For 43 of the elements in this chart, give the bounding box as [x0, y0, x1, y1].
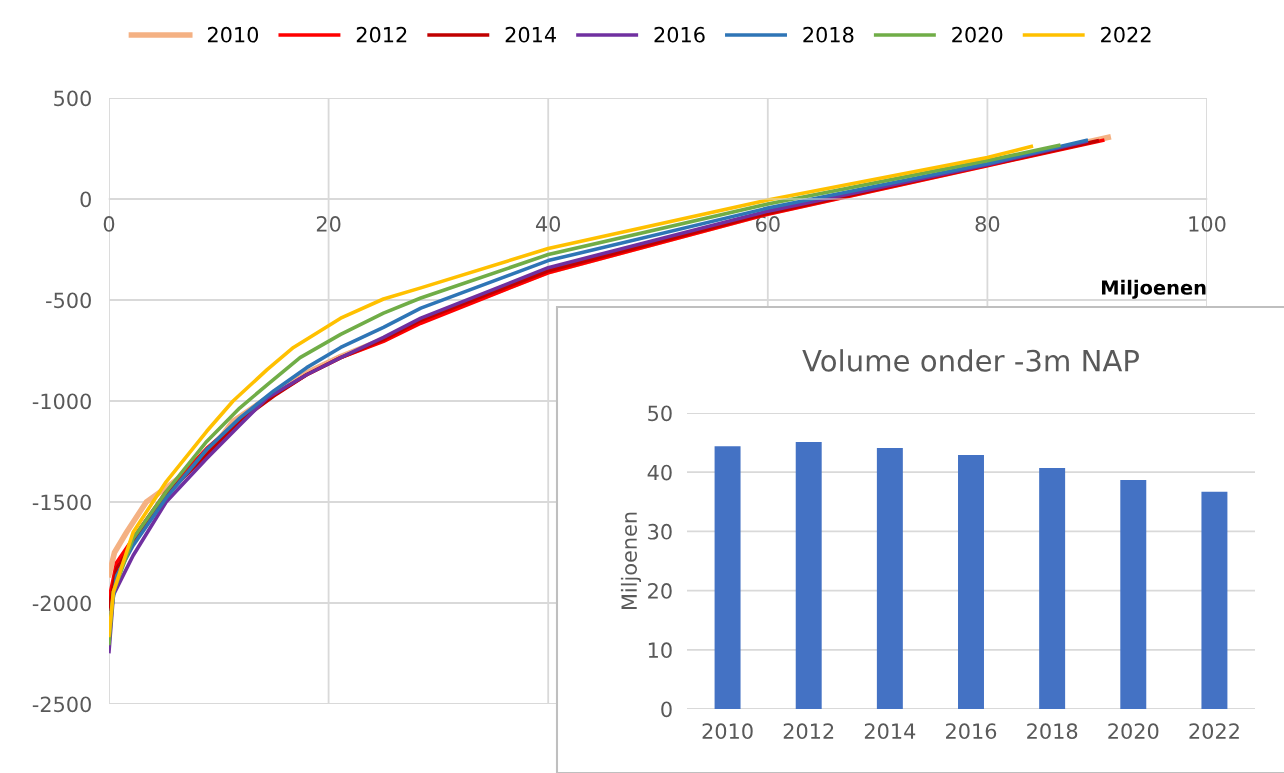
y-axis-title: Miljoenen: [620, 512, 642, 610]
bar: [1039, 468, 1066, 709]
bar: [876, 447, 903, 709]
y-tick-label: -1000: [32, 393, 91, 410]
y-tick-label: -2500: [32, 696, 91, 713]
chart-title: Volume onder -3m NAP: [802, 349, 1139, 372]
y-tick-label: 500: [54, 90, 91, 107]
legend-label: 2018: [803, 26, 854, 43]
x-tick-label: 2022: [1189, 723, 1239, 740]
legend-label: 2010: [207, 26, 259, 43]
y-tick-label: 0: [661, 701, 672, 718]
legend-label: 2012: [356, 26, 407, 43]
y-tick-label: 0: [80, 191, 91, 208]
y-tick-label: 20: [648, 583, 672, 599]
legend-label: 2020: [952, 26, 1003, 43]
bar: [795, 442, 822, 709]
y-tick-label: 50: [648, 405, 672, 422]
y-tick-label: -500: [46, 292, 91, 309]
legend-label: 2016: [654, 26, 705, 43]
x-tick-label: 2020: [1108, 723, 1159, 740]
y-tick-label: 10: [648, 642, 672, 659]
x-axis-title: Miljoenen: [1102, 279, 1206, 299]
x-tick-label: 20: [316, 216, 341, 232]
legend-label: 2022: [1101, 26, 1151, 43]
x-tick-label: 80: [975, 216, 1000, 232]
x-tick-label: 2016: [946, 723, 997, 740]
x-tick-label: 2012: [783, 723, 834, 740]
y-tick-label: 30: [648, 523, 672, 540]
x-tick-label: 60: [756, 216, 780, 232]
x-tick-label: 40: [535, 216, 561, 232]
bar: [1120, 479, 1147, 709]
bar: [714, 446, 741, 709]
x-tick-label: 2010: [702, 723, 753, 740]
y-tick-label: 40: [647, 464, 672, 481]
bar: [1201, 491, 1228, 709]
bar: [958, 455, 984, 709]
y-tick-label: -1500: [32, 494, 91, 511]
x-tick-label: 2018: [1027, 723, 1078, 740]
legend-label: 2014: [505, 26, 556, 43]
y-tick-label: -2000: [32, 595, 91, 612]
x-tick-label: 2014: [864, 723, 916, 740]
x-tick-label: 100: [1189, 216, 1226, 232]
x-tick-label: 0: [103, 216, 115, 232]
